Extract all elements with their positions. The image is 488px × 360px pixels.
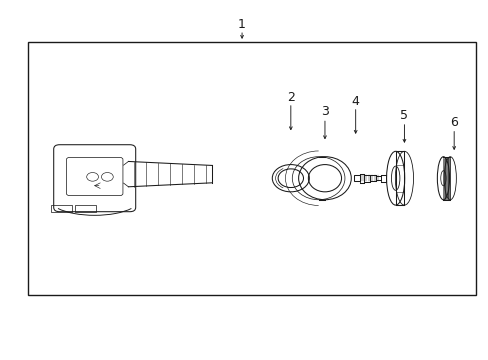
Bar xyxy=(353,175,359,181)
Text: 5: 5 xyxy=(400,109,407,122)
Text: 1: 1 xyxy=(238,18,245,31)
Bar xyxy=(51,205,72,212)
Text: 4: 4 xyxy=(351,95,359,108)
Text: 6: 6 xyxy=(449,116,457,129)
Text: 3: 3 xyxy=(320,105,328,118)
Text: 2: 2 xyxy=(286,91,294,104)
Bar xyxy=(395,151,404,205)
Bar xyxy=(27,42,475,295)
Bar xyxy=(75,205,96,212)
